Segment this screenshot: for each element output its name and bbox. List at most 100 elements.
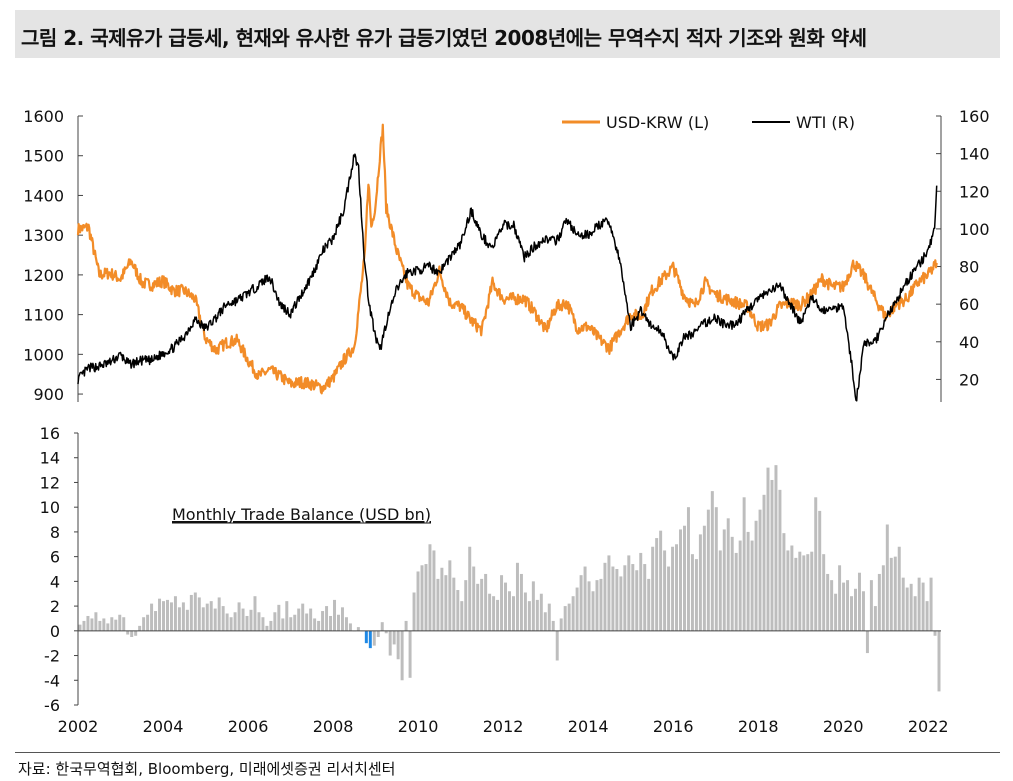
trade-balance-bar xyxy=(706,509,710,631)
trade-balance-bar xyxy=(754,520,758,631)
trade-balance-bar xyxy=(233,612,237,631)
right-y-tick-label: 140 xyxy=(959,145,990,164)
trade-balance-bar xyxy=(623,565,627,631)
trade-balance-bar xyxy=(686,507,690,631)
trade-balance-bar-chart: 16 14 12 10 8 6 4 2 0 -2 -4 -6 Monthly Trade Balance… xyxy=(40,424,949,736)
trade-balance-bar xyxy=(722,529,726,631)
trade-balance-bar xyxy=(305,613,309,631)
fx-oil-line-chart: 1600 1500 1400 1300 1200 1100 1000 900 160 140 120… xyxy=(23,107,989,404)
trade-balance-bar xyxy=(519,573,523,631)
trade-balance-bar xyxy=(591,591,595,631)
trade-balance-bar xyxy=(925,601,929,631)
trade-balance-bar xyxy=(563,606,567,631)
trade-balance-bar xyxy=(380,622,384,631)
trade-balance-bar xyxy=(321,611,325,631)
trade-balance-bar xyxy=(169,602,173,631)
bar-y-tick-label: 12 xyxy=(40,473,60,492)
x-tick-label: 2010 xyxy=(398,717,439,736)
bar-y-tick-label: 0 xyxy=(50,622,60,641)
trade-balance-bar xyxy=(738,540,742,631)
trade-balance-bar xyxy=(559,618,563,631)
trade-balance-bar xyxy=(496,599,500,631)
trade-balance-bar xyxy=(102,618,106,631)
trade-balance-bar xyxy=(193,592,197,631)
trade-balance-bar xyxy=(416,571,420,631)
trade-balance-bar xyxy=(249,609,253,631)
trade-balance-bar xyxy=(424,564,428,631)
trade-balance-bar xyxy=(162,601,165,631)
trade-balance-bar xyxy=(893,556,897,631)
trade-balance-bar xyxy=(511,596,515,631)
trade-balance-bar xyxy=(766,467,770,631)
trade-balance-bar xyxy=(881,565,885,631)
trade-balance-bar xyxy=(842,582,846,631)
trade-balance-bar xyxy=(142,617,146,631)
wti-series-line xyxy=(77,153,938,402)
trade-balance-bar xyxy=(683,525,686,631)
trade-balance-bar xyxy=(774,465,778,631)
trade-balance-bar xyxy=(165,599,169,631)
trade-balance-bar xyxy=(317,620,321,631)
trade-balance-bar xyxy=(547,603,551,631)
trade-balance-bar xyxy=(428,544,432,631)
trade-balance-bar xyxy=(515,562,519,631)
trade-balance-bar xyxy=(599,578,603,631)
trade-balance-bar xyxy=(158,598,162,631)
trade-balance-bar xyxy=(635,570,639,631)
bar-y-tick-label: -6 xyxy=(44,696,60,715)
trade-balance-bar xyxy=(631,564,635,631)
trade-balance-bar xyxy=(889,557,893,631)
trade-balance-bar xyxy=(694,559,698,631)
trade-balance-bar xyxy=(822,554,826,631)
trade-balance-bar xyxy=(333,599,337,631)
trade-balance-bar xyxy=(337,614,340,631)
trade-balance-bar xyxy=(400,630,404,681)
trade-balance-bar xyxy=(690,554,694,631)
page-title: 그림 2. 국제유가 급등세, 현재와 유사한 유가 급등기였던 2008년에는… xyxy=(21,26,867,50)
trade-balance-bar xyxy=(782,533,786,631)
left-y-tick-label: 1300 xyxy=(23,226,64,245)
bar-y-tick-label: 4 xyxy=(50,572,60,591)
trade-balance-bar xyxy=(929,577,933,631)
trade-balance-bar xyxy=(154,611,158,631)
trade-balance-bar xyxy=(854,588,857,631)
trade-balance-bar xyxy=(277,604,281,631)
trade-balance-bar xyxy=(384,630,388,634)
trade-balance-bar xyxy=(480,578,484,631)
trade-balance-bar xyxy=(698,534,702,631)
trade-balance-bar xyxy=(873,606,877,631)
x-tick-label: 2014 xyxy=(568,717,609,736)
trade-balance-bar xyxy=(325,606,329,631)
trade-balance-bar xyxy=(865,630,869,654)
trade-balance-bar xyxy=(667,566,671,631)
trade-balance-bar xyxy=(818,510,822,631)
trade-balance-bar xyxy=(492,596,496,631)
trade-balance-bar xyxy=(241,608,245,631)
trade-balance-bar xyxy=(531,581,535,631)
trade-balance-bar xyxy=(834,593,838,631)
trade-balance-bar xyxy=(110,617,114,631)
trade-balance-bar xyxy=(778,489,782,631)
bar-y-tick-label: -4 xyxy=(44,671,60,690)
trade-balance-bar xyxy=(679,529,682,631)
trade-balance-bar xyxy=(595,580,599,631)
trade-balance-bar xyxy=(448,560,452,631)
trade-balance-bar xyxy=(790,545,794,631)
trade-balance-bar xyxy=(909,583,913,631)
trade-balance-bar xyxy=(917,577,921,631)
trade-balance-bar xyxy=(269,620,273,631)
left-y-tick-label: 1600 xyxy=(23,107,64,126)
trade-balance-bar xyxy=(571,596,575,631)
source-note: 자료: 한국무역협회, Bloomberg, 미래에셋증권 리서치센터 xyxy=(18,760,396,778)
right-y-tick-label: 40 xyxy=(959,333,979,352)
trade-balance-bar xyxy=(297,608,301,631)
bar-y-tick-label: 8 xyxy=(50,523,60,542)
trade-balance-bar xyxy=(579,575,583,631)
bar-y-tick-label: 6 xyxy=(50,548,60,567)
trade-balance-bar xyxy=(134,630,138,636)
trade-balance-bar xyxy=(177,607,181,631)
trade-balance-bar xyxy=(643,564,647,631)
trade-balance-bar xyxy=(527,601,531,631)
bar-y-tick-label: 14 xyxy=(40,449,60,468)
